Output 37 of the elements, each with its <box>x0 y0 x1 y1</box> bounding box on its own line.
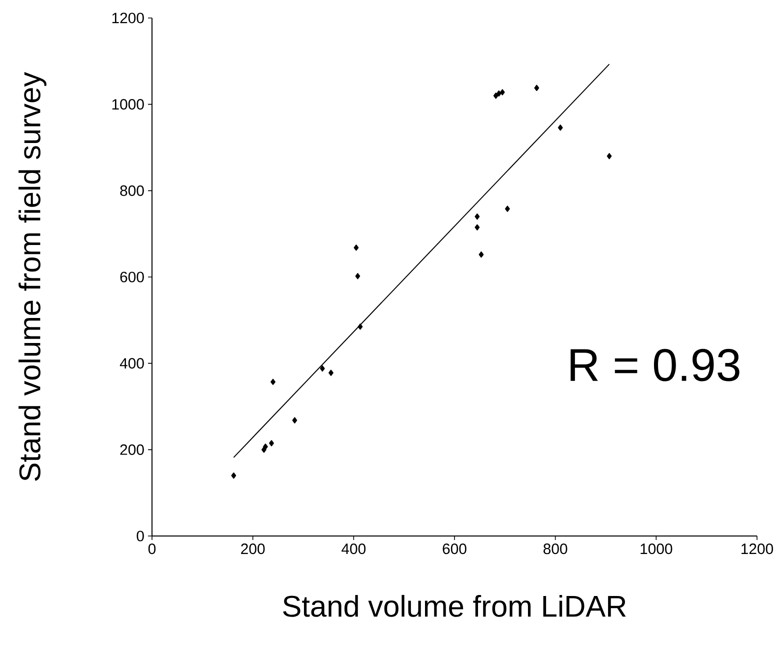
point <box>558 124 563 131</box>
point <box>500 89 505 96</box>
x-tick-label: 800 <box>544 544 568 554</box>
y-tick-label: 600 <box>120 272 144 282</box>
point <box>534 84 540 92</box>
point <box>270 378 276 385</box>
point <box>478 251 484 258</box>
point <box>474 224 480 230</box>
y-tick-label: 200 <box>120 444 144 455</box>
point <box>358 324 363 330</box>
point <box>606 153 612 160</box>
point <box>474 213 480 220</box>
point <box>269 440 274 446</box>
point <box>504 206 510 212</box>
point <box>328 370 334 376</box>
y-axis-title: Stand volume from field survey <box>18 72 46 481</box>
x-tick-label: 0 <box>148 544 156 554</box>
point <box>320 365 325 372</box>
y-tick-label: 1200 <box>112 12 144 24</box>
x-tick-label: 400 <box>342 544 366 554</box>
point <box>493 92 498 99</box>
x-axis-title: Stand volume from LiDAR <box>283 594 626 617</box>
point <box>496 90 502 97</box>
y-tick-label: 0 <box>136 530 144 542</box>
x-tick-label: 200 <box>241 544 265 554</box>
x-tick-label: 600 <box>442 544 466 554</box>
point <box>292 417 298 424</box>
point <box>231 472 236 479</box>
point <box>354 244 359 251</box>
y-tick-label: 400 <box>120 358 144 369</box>
x-tick-label: 1000 <box>640 544 672 554</box>
point <box>355 273 360 280</box>
x-tick-label: 1200 <box>742 544 774 554</box>
y-tick-label: 1000 <box>112 99 144 110</box>
point <box>262 444 268 450</box>
y-tick-label: 800 <box>120 185 144 196</box>
annotation: R = 0.93 <box>570 348 740 382</box>
